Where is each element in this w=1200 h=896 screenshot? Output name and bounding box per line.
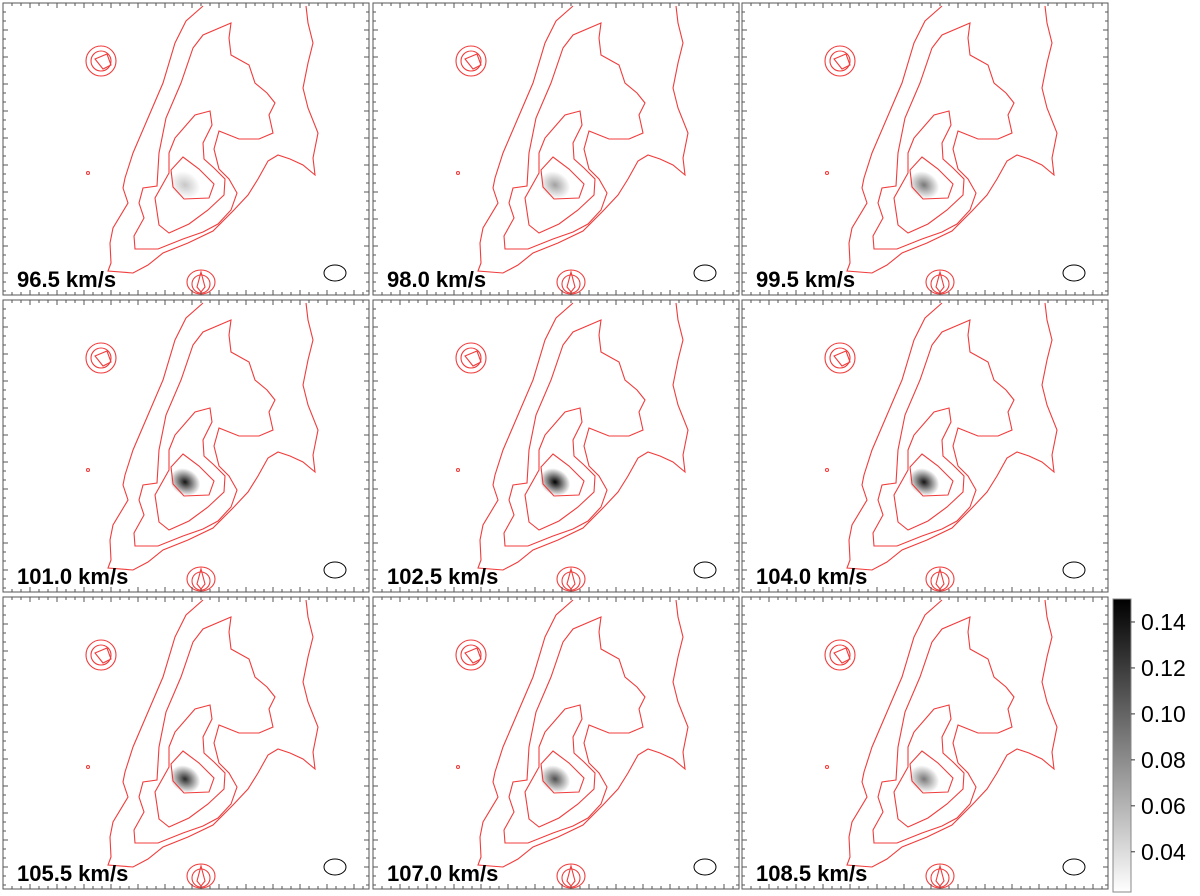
panel-frame xyxy=(2,2,370,296)
velocity-label: 108.5 km/s xyxy=(756,861,867,886)
panel-frame xyxy=(372,299,740,593)
colorbar-tick-label: 0.08 xyxy=(1141,747,1186,773)
channel-panel: 96.5 km/s xyxy=(2,2,370,296)
panel-frame xyxy=(2,596,370,890)
axis-ticks xyxy=(742,3,1108,295)
axis-ticks xyxy=(742,300,1108,592)
velocity-label: 102.5 km/s xyxy=(387,564,498,589)
panel-frame xyxy=(372,596,740,890)
panel-grid: 96.5 km/s 98.0 km/s 99.5 km/s 101.0 km/s 102… xyxy=(2,2,1109,890)
colorbar-tick-label: 0.12 xyxy=(1141,655,1186,681)
channel-panel: 99.5 km/s xyxy=(741,2,1109,296)
panel-frame xyxy=(741,2,1109,296)
axis-ticks xyxy=(742,597,1108,889)
colorbar-tick-label: 0.14 xyxy=(1141,609,1186,635)
colorbar-tick-label: 0.06 xyxy=(1141,793,1186,819)
channel-panel: 98.0 km/s xyxy=(372,2,740,296)
channel-panel: 108.5 km/s xyxy=(741,596,1109,890)
velocity-label: 101.0 km/s xyxy=(17,564,128,589)
axis-ticks xyxy=(3,3,369,295)
axis-ticks xyxy=(3,597,369,889)
axis-ticks xyxy=(373,300,739,592)
velocity-label: 107.0 km/s xyxy=(387,861,498,886)
panel-frame xyxy=(741,299,1109,593)
channel-panel: 104.0 km/s xyxy=(741,299,1109,593)
axis-ticks xyxy=(373,597,739,889)
colorbar-gradient xyxy=(1112,598,1132,893)
velocity-label: 104.0 km/s xyxy=(756,564,867,589)
velocity-label: 99.5 km/s xyxy=(756,267,855,292)
colorbar-tick-label: 0.10 xyxy=(1141,701,1186,727)
panel-frame xyxy=(741,596,1109,890)
colorbar: 0.04 0.06 0.08 0.10 0.12 0.14 xyxy=(1112,598,1186,893)
velocity-label: 105.5 km/s xyxy=(17,861,128,886)
channel-panel: 102.5 km/s xyxy=(372,299,740,593)
axis-ticks xyxy=(3,300,369,592)
panel-frame xyxy=(2,299,370,593)
channel-panel: 105.5 km/s xyxy=(2,596,370,890)
axis-ticks xyxy=(373,3,739,295)
velocity-label: 96.5 km/s xyxy=(17,267,116,292)
channel-panel: 107.0 km/s xyxy=(372,596,740,890)
colorbar-tick-label: 0.04 xyxy=(1141,839,1186,865)
channel-panel: 101.0 km/s xyxy=(2,299,370,593)
velocity-label: 98.0 km/s xyxy=(387,267,486,292)
panel-frame xyxy=(372,2,740,296)
